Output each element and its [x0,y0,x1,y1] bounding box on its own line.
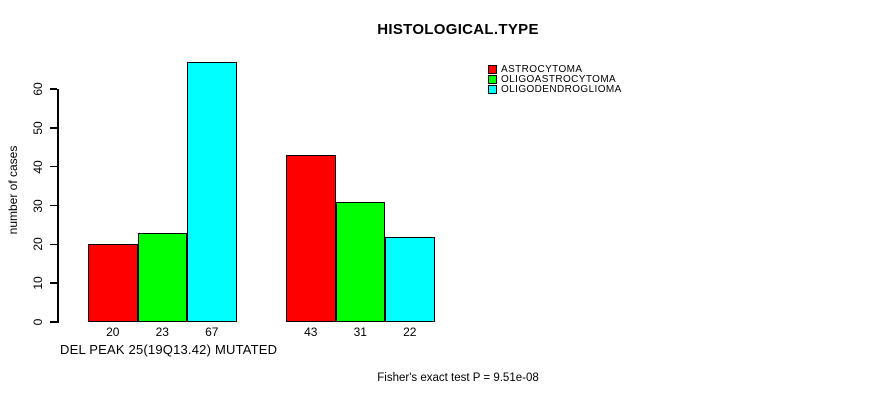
y-axis-tick [50,165,57,168]
bar-value-label: 22 [403,325,417,339]
bar-oligodendroglioma-group2 [385,236,435,322]
bar-value-label: 20 [106,325,120,339]
y-axis-tick [50,282,57,284]
bar-oligoastrocytoma-group1 [137,232,187,322]
legend-item-oligodendroglioma: OLIGODENDROGLIOMA [488,83,622,95]
bar-astrocytoma-group1 [88,244,138,322]
fisher-test-annotation: Fisher's exact test P = 9.51e-08 [377,372,539,384]
bar-value-label: 23 [155,325,169,339]
legend-item-oligoastrocytoma: OLIGOASTROCYTOMA [488,73,622,85]
y-axis-tick [50,88,57,90]
y-axis-tick-label: 10 [31,276,45,290]
y-axis-tick [50,321,57,323]
legend: ASTROCYTOMA OLIGOASTROCYTOMA OLIGODENDROGL… [488,63,622,95]
y-axis-line [57,89,59,323]
legend-label: OLIGOASTROCYTOMA [501,73,617,85]
y-axis-tick-label: 50 [31,121,45,135]
y-axis-tick-label: 40 [31,159,45,174]
legend-swatch-icon [488,74,497,84]
bar-value-label: 43 [304,325,318,339]
bar-astrocytoma-group2 [286,155,336,322]
y-axis-tick [50,243,57,246]
chart-title: HISTOLOGICAL.TYPE [377,21,539,38]
legend-item-astrocytoma: ASTROCYTOMA [488,63,622,75]
y-axis-tick-label: 0 [31,318,45,326]
legend-label: OLIGODENDROGLIOMA [501,83,622,95]
legend-swatch-icon [488,84,497,94]
bar-oligoastrocytoma-group2 [335,201,385,322]
y-axis-tick-label: 20 [31,237,45,252]
y-axis-tick [50,204,57,207]
legend-swatch-icon [488,64,497,74]
bar-value-label: 31 [353,325,367,339]
bar-value-label: 67 [205,325,219,339]
y-axis-tick-label: 60 [31,82,45,96]
bar-oligodendroglioma-group1 [187,61,237,322]
y-axis-tick-label: 30 [31,198,45,213]
y-axis-tick [50,127,57,129]
x-axis-label: DEL PEAK 25(19Q13.42) MUTATED [60,342,278,357]
legend-label: ASTROCYTOMA [501,63,583,75]
y-axis-label: number of cases [6,145,20,235]
